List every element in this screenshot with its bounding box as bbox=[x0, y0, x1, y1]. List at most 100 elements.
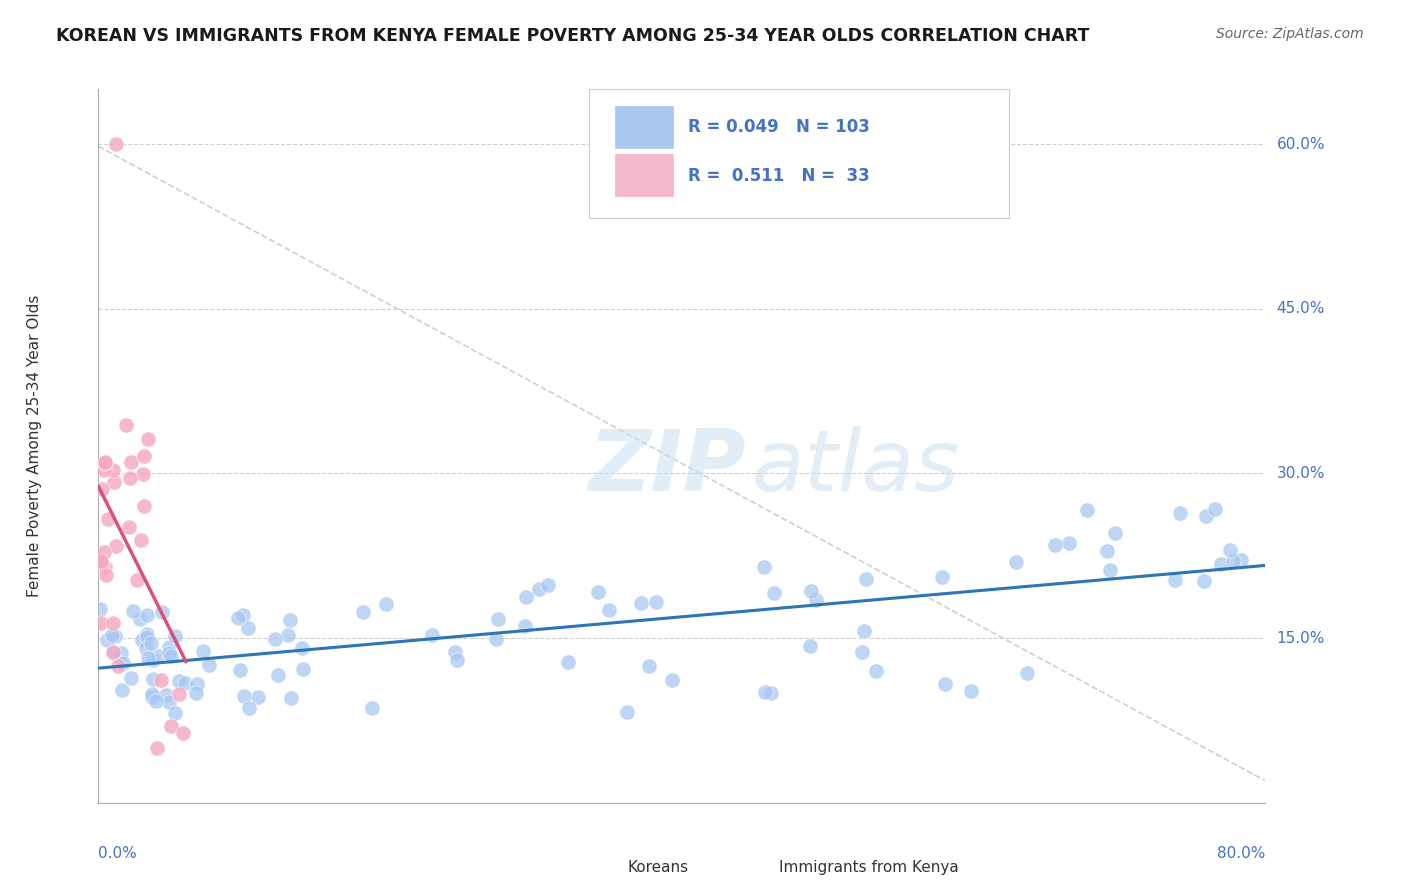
Point bbox=[145, 694, 167, 708]
Text: Female Poverty Among 25-34 Year Olds: Female Poverty Among 25-34 Year Olds bbox=[27, 295, 42, 597]
Point bbox=[150, 673, 173, 687]
Point bbox=[103, 463, 125, 477]
Point bbox=[198, 658, 221, 673]
Text: Immigrants from Kenya: Immigrants from Kenya bbox=[779, 860, 959, 874]
Point bbox=[800, 583, 823, 598]
Text: 30.0%: 30.0% bbox=[1277, 466, 1324, 481]
Point bbox=[122, 604, 145, 618]
Point bbox=[1045, 538, 1067, 552]
Point bbox=[1076, 503, 1098, 517]
Text: ZIP: ZIP bbox=[589, 425, 747, 509]
Point bbox=[120, 471, 142, 485]
Point bbox=[236, 621, 259, 635]
Text: atlas: atlas bbox=[752, 425, 960, 509]
Point bbox=[1192, 574, 1215, 589]
Point bbox=[112, 656, 135, 670]
Point bbox=[91, 557, 114, 571]
Point bbox=[420, 628, 443, 642]
Point bbox=[661, 673, 683, 688]
Point bbox=[163, 706, 186, 721]
Text: Koreans: Koreans bbox=[627, 860, 688, 874]
Point bbox=[167, 687, 190, 701]
Point bbox=[101, 616, 124, 631]
Point bbox=[155, 689, 177, 703]
Point bbox=[804, 593, 827, 607]
Point bbox=[1099, 563, 1122, 577]
Point bbox=[761, 686, 783, 700]
Point bbox=[754, 560, 776, 574]
Point bbox=[855, 572, 877, 586]
Point bbox=[277, 628, 299, 642]
Point bbox=[184, 686, 207, 700]
Point bbox=[136, 651, 159, 665]
Point bbox=[132, 500, 155, 514]
Point bbox=[90, 616, 112, 631]
Text: 15.0%: 15.0% bbox=[1277, 631, 1324, 646]
Point bbox=[529, 582, 551, 597]
Point bbox=[125, 573, 148, 587]
Point bbox=[134, 450, 156, 464]
Point bbox=[247, 690, 270, 704]
Point bbox=[157, 695, 180, 709]
Point bbox=[103, 475, 125, 490]
Point bbox=[118, 520, 141, 534]
Point bbox=[91, 482, 114, 496]
Point bbox=[1204, 501, 1226, 516]
Point bbox=[630, 596, 652, 610]
Point bbox=[89, 602, 111, 616]
Text: R =  0.511   N =  33: R = 0.511 N = 33 bbox=[688, 167, 869, 185]
Point bbox=[291, 640, 314, 655]
Point bbox=[537, 577, 560, 591]
Point bbox=[110, 646, 132, 660]
Point bbox=[1015, 666, 1038, 681]
Point bbox=[1163, 573, 1185, 587]
Point bbox=[851, 645, 873, 659]
Point bbox=[278, 613, 301, 627]
Point bbox=[485, 632, 508, 646]
Point bbox=[172, 725, 194, 739]
Point bbox=[931, 569, 953, 583]
Point bbox=[111, 682, 134, 697]
Point bbox=[1209, 557, 1232, 571]
Text: 80.0%: 80.0% bbox=[1218, 846, 1265, 861]
Point bbox=[934, 677, 956, 691]
Point bbox=[233, 689, 256, 703]
Point bbox=[96, 632, 118, 647]
Point bbox=[103, 629, 125, 643]
Point bbox=[93, 463, 115, 477]
Point bbox=[160, 719, 183, 733]
Point bbox=[799, 639, 821, 653]
Point bbox=[228, 611, 250, 625]
Point bbox=[141, 636, 163, 650]
Point bbox=[103, 645, 125, 659]
Point bbox=[1095, 543, 1118, 558]
FancyBboxPatch shape bbox=[616, 105, 672, 148]
Point bbox=[135, 626, 157, 640]
Point bbox=[513, 619, 536, 633]
Point bbox=[1195, 509, 1218, 524]
Point bbox=[186, 677, 208, 691]
Point bbox=[762, 586, 785, 600]
FancyBboxPatch shape bbox=[738, 854, 772, 880]
FancyBboxPatch shape bbox=[589, 89, 1008, 218]
Point bbox=[1168, 507, 1191, 521]
Text: Source: ZipAtlas.com: Source: ZipAtlas.com bbox=[1216, 27, 1364, 41]
Point bbox=[1222, 554, 1244, 568]
Point bbox=[94, 567, 117, 582]
Point bbox=[120, 671, 142, 685]
Point bbox=[446, 653, 468, 667]
Point bbox=[131, 533, 153, 548]
Point bbox=[266, 668, 288, 682]
Point bbox=[141, 690, 163, 704]
Point bbox=[101, 628, 124, 642]
Point bbox=[1219, 543, 1241, 558]
Point bbox=[865, 664, 887, 678]
Point bbox=[557, 655, 579, 669]
Point bbox=[150, 606, 173, 620]
Point bbox=[174, 676, 197, 690]
Point bbox=[280, 690, 302, 705]
Point bbox=[157, 640, 180, 654]
Point bbox=[193, 644, 215, 658]
FancyBboxPatch shape bbox=[586, 854, 620, 880]
Point bbox=[1229, 553, 1251, 567]
